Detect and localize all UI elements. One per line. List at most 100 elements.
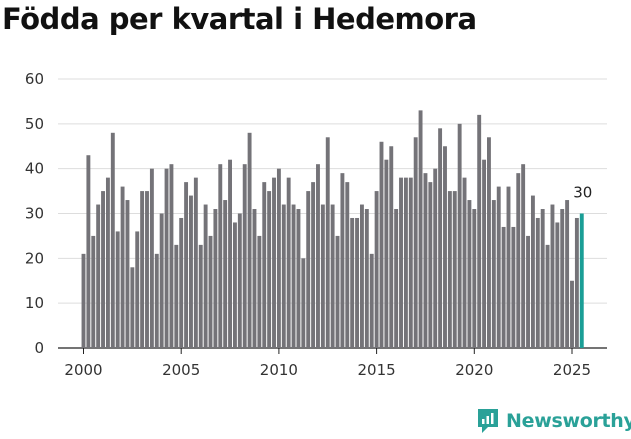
bar [399,177,403,348]
bar [325,137,330,348]
bar [545,244,550,348]
bar [330,204,335,348]
bar [374,191,379,348]
bar [384,159,389,348]
bar [164,168,169,348]
y-tick-label: 60 [25,70,44,88]
bar [355,217,360,348]
bar [491,200,496,348]
bar [91,235,96,348]
bar [193,177,198,348]
bar [438,128,443,348]
x-axis: 2000 2005 2010 2015 2020 2025 [64,348,591,379]
bar [506,186,511,348]
bar [228,159,232,348]
bar [125,200,130,348]
bar [101,191,105,348]
bar [530,195,535,348]
bar [565,200,570,348]
bar [452,191,457,348]
bar [335,235,340,348]
bar [579,213,584,348]
bar [521,164,526,348]
bar [511,226,516,348]
bar [184,182,189,348]
bar [560,209,565,348]
bar [311,182,316,348]
bar [340,173,345,348]
bar [154,253,159,348]
bar [477,114,482,348]
bar [223,200,228,348]
bar [408,177,413,348]
bar [140,191,145,348]
bar [457,123,462,348]
bar [213,209,218,348]
bar [149,168,154,348]
x-tick-label: 2020 [455,361,493,379]
bar [96,204,101,348]
bar [379,141,384,348]
bar [345,182,350,348]
bar [526,235,530,348]
last-value-label: 30 [573,184,592,202]
bar [413,137,418,348]
bar [262,182,267,348]
bar [350,217,355,348]
x-tick-label: 2015 [358,361,396,379]
bar [198,244,203,348]
bar [462,177,467,348]
x-tick-label: 2025 [553,361,591,379]
bar [447,191,452,348]
bar [252,209,257,348]
bar [501,226,506,348]
bar [135,231,140,348]
bar [179,217,184,348]
bar [208,235,213,348]
bar [364,209,369,348]
bar [496,186,501,348]
bar [433,168,438,348]
bar [359,204,364,348]
bar [369,253,374,348]
bar [81,253,86,348]
bar [516,173,521,348]
chart-title: Födda per kvartal i Hedemora [2,2,477,36]
y-tick-label: 0 [34,339,44,357]
x-tick-label: 2005 [162,361,200,379]
bar [306,191,311,348]
bar [242,164,247,348]
newsworthy-logo-icon [478,409,498,433]
x-tick-label: 2000 [64,361,102,379]
bar [316,164,320,348]
bar [276,168,281,348]
y-tick-label: 50 [25,115,44,133]
bar [540,209,545,348]
y-tick-label: 20 [25,249,44,267]
bar [423,173,428,348]
bar [115,231,120,348]
bar [130,267,135,348]
bar [574,217,579,348]
bar [389,146,394,348]
bar [232,222,237,348]
bar [487,137,491,348]
bar [550,204,555,348]
bar [403,177,408,348]
bar [296,209,301,348]
y-tick-label: 10 [25,294,44,312]
bar [189,195,193,348]
bar [301,258,306,348]
bar [570,280,574,348]
bar [145,191,149,348]
bar [320,204,325,348]
bar [105,177,110,348]
x-tick-label: 2010 [260,361,298,379]
bar [247,132,252,348]
bar [428,182,433,348]
bar [394,209,399,348]
bar [272,177,276,348]
bar [418,110,423,348]
newsworthy-logo: Newsworthy [476,407,631,435]
